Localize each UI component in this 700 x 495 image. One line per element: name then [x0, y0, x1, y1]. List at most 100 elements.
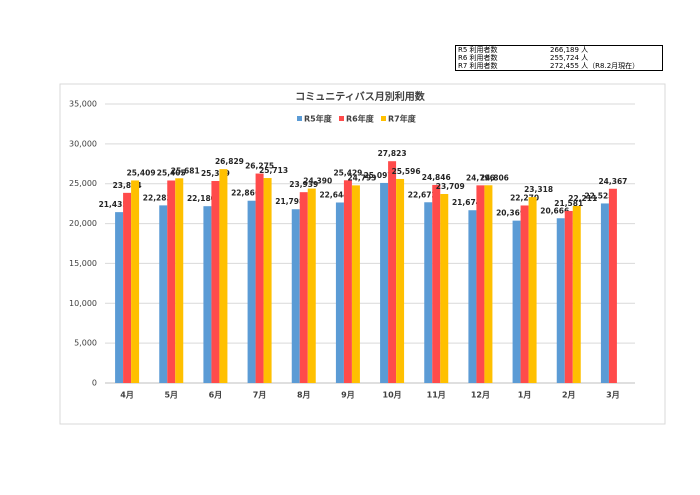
data-label: 22,211 [568, 194, 597, 203]
legend-label: R7年度 [388, 114, 417, 124]
data-label: 20,666 [540, 206, 569, 215]
bar [123, 192, 132, 383]
bar [600, 203, 609, 383]
bar [351, 185, 360, 383]
bar [343, 180, 352, 383]
x-tick-label: 2月 [562, 391, 576, 400]
bar [219, 169, 228, 383]
data-label: 25,429 [333, 168, 362, 177]
data-label: 21,435 [99, 200, 128, 209]
data-label: 23,854 [113, 181, 142, 190]
data-label: 22,180 [187, 194, 216, 203]
bar [512, 220, 521, 383]
data-label: 22,866 [231, 189, 260, 198]
data-label: 25,405 [157, 168, 186, 177]
data-label: 20,369 [496, 209, 525, 218]
y-tick-label: 0 [92, 379, 97, 388]
x-tick-label: 8月 [297, 391, 311, 400]
summary-table: R5 利用者数 266,189 人 R6 利用者数 255,724 人 R7 利用者… [455, 45, 663, 71]
legend-swatch [339, 116, 344, 121]
summary-row: R7 利用者数 272,455 人（R8.2月現在） [455, 62, 663, 71]
y-tick-label: 15,000 [69, 259, 97, 268]
data-label: 24,846 [422, 173, 451, 182]
data-label: 25,596 [392, 167, 421, 176]
bar [255, 173, 264, 383]
bar [476, 185, 485, 383]
summary-value: 266,189 人 [500, 45, 663, 54]
bar [203, 206, 212, 383]
bar [572, 205, 581, 383]
x-tick-label: 3月 [606, 391, 620, 400]
data-label: 22,672 [408, 190, 437, 199]
x-tick-label: 11月 [427, 391, 446, 400]
x-tick-label: 9月 [341, 391, 355, 400]
data-label: 25,409 [127, 168, 156, 177]
x-tick-label: 4月 [120, 391, 134, 400]
y-tick-label: 10,000 [69, 299, 97, 308]
bar [131, 180, 140, 383]
bar [440, 194, 449, 383]
bar [528, 197, 537, 383]
bar [247, 200, 256, 383]
bar [388, 161, 397, 383]
x-tick-label: 12月 [471, 391, 490, 400]
chart-border [59, 83, 666, 425]
data-label: 23,939 [289, 180, 318, 189]
data-label: 24,390 [303, 177, 332, 186]
bar [291, 209, 300, 383]
data-label: 22,525 [584, 191, 613, 200]
data-label: 24,367 [598, 177, 627, 186]
data-label: 26,829 [215, 157, 244, 166]
summary-row: R6 利用者数 255,724 人 [455, 54, 663, 62]
bar [396, 178, 405, 383]
data-label: 22,283 [143, 193, 172, 202]
legend-label: R5年度 [304, 114, 333, 124]
data-label: 25,097 [364, 171, 393, 180]
data-label: 21,581 [554, 199, 583, 208]
bar [520, 205, 529, 383]
data-label: 22,270 [510, 193, 539, 202]
data-label: 27,823 [378, 149, 407, 158]
bar [380, 182, 389, 383]
bar [432, 184, 441, 383]
bar [263, 178, 272, 383]
summary-value: 272,455 人（R8.2月現在） [500, 62, 663, 71]
bar [159, 205, 168, 383]
data-label: 24,806 [480, 173, 509, 182]
y-tick-label: 30,000 [69, 139, 97, 148]
bar [468, 210, 477, 383]
bar [424, 202, 433, 383]
y-tick-label: 20,000 [69, 219, 97, 228]
bar [299, 192, 308, 383]
y-tick-label: 25,000 [69, 179, 97, 188]
data-label: 25,339 [201, 169, 230, 178]
bar [167, 180, 176, 383]
bar [564, 210, 573, 383]
summary-label: R7 利用者数 [455, 62, 500, 71]
x-tick-label: 1月 [518, 391, 532, 400]
summary-row: R5 利用者数 266,189 人 [455, 45, 663, 54]
data-label: 21,798 [275, 197, 304, 206]
data-label: 24,796 [466, 173, 495, 182]
bar [175, 178, 184, 383]
bar [115, 212, 124, 383]
data-label: 25,681 [171, 166, 200, 175]
summary-label: R6 利用者数 [455, 54, 500, 62]
x-tick-label: 10月 [383, 391, 402, 400]
legend-label: R6年度 [346, 114, 375, 124]
bar [307, 188, 316, 383]
y-tick-label: 35,000 [69, 100, 97, 109]
chart-title: コミュニティバス月別利用数 [295, 90, 425, 103]
data-label: 22,644 [319, 190, 348, 199]
summary-label: R5 利用者数 [455, 45, 500, 54]
y-tick-label: 5,000 [74, 339, 97, 348]
summary-value: 255,724 人 [500, 54, 663, 62]
data-label: 24,793 [347, 173, 376, 182]
legend-swatch [381, 116, 386, 121]
data-label: 23,709 [436, 182, 465, 191]
bar [211, 181, 220, 383]
data-label: 25,713 [259, 166, 288, 175]
x-tick-label: 7月 [253, 391, 267, 400]
